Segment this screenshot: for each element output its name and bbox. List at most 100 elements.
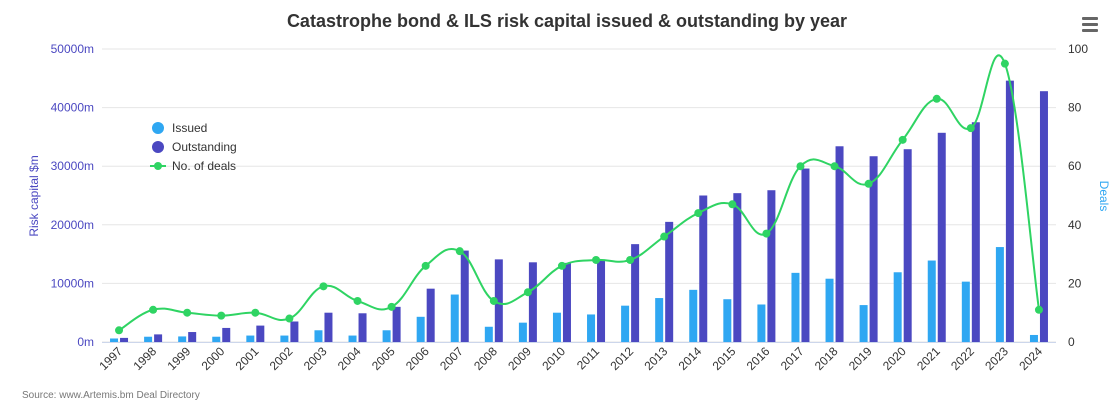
deals-point (489, 296, 498, 305)
legend-issued-marker (152, 122, 164, 134)
issued-bar (927, 260, 936, 342)
outstanding-bar (631, 244, 640, 342)
left-axis-tick-label: 40000m (51, 101, 94, 115)
x-axis-tick-label: 2015 (710, 344, 739, 373)
outstanding-bar (324, 312, 333, 342)
x-axis-tick-label: 2008 (471, 344, 500, 373)
x-axis-tick-label: 2017 (778, 344, 807, 373)
deals-point (387, 302, 396, 311)
deals-point (626, 255, 635, 264)
outstanding-bar (869, 156, 878, 342)
outstanding-bar (358, 313, 367, 342)
outstanding-bar (256, 325, 265, 342)
left-axis-tick-label: 10000m (51, 276, 94, 290)
x-axis-tick-label: 2018 (812, 344, 841, 373)
outstanding-bar (903, 149, 912, 342)
left-axis-tick-label: 30000m (51, 159, 94, 173)
outstanding-bar (222, 327, 231, 342)
issued-bars (110, 247, 1038, 342)
issued-bar (246, 335, 255, 342)
hamburger-menu-icon[interactable] (1079, 14, 1101, 36)
x-axis-tick-label: 2016 (744, 344, 773, 373)
outstanding-bar (699, 195, 708, 342)
x-axis-tick-label: 2010 (539, 344, 568, 373)
deals-point (183, 308, 192, 317)
outstanding-bar (971, 122, 980, 342)
issued-bar (893, 272, 902, 342)
outstanding-bar (562, 262, 571, 342)
x-axis-tick-label: 1998 (130, 344, 159, 373)
outstanding-bar (1039, 91, 1048, 342)
deals-point (796, 162, 805, 171)
deals-line-series (115, 54, 1043, 335)
deals-point (660, 232, 669, 241)
legend-deals-label: No. of deals (172, 159, 236, 173)
x-axis-tick-label: 2021 (914, 344, 943, 373)
issued-bar (212, 336, 221, 342)
deals-line (118, 54, 1040, 332)
x-axis-tick-label: 2000 (199, 344, 228, 373)
deals-point (864, 179, 873, 188)
deals-point (353, 296, 362, 305)
right-axis-tick-label: 20 (1068, 276, 1082, 290)
outstanding-bar (937, 132, 946, 342)
left-axis-tick-label: 50000m (51, 42, 94, 56)
issued-bar (689, 289, 698, 342)
legend: Issued Outstanding No. of deals (150, 121, 237, 173)
outstanding-bar (665, 221, 674, 342)
issued-bar (825, 278, 834, 342)
deals-point (1000, 59, 1009, 68)
deals-point (421, 261, 430, 270)
outstanding-bar (188, 332, 197, 342)
issued-bar (859, 305, 868, 342)
x-axis-tick-label: 2006 (403, 344, 432, 373)
x-axis-tick-label: 2003 (301, 344, 330, 373)
chart-title: Catastrophe bond & ILS risk capital issu… (287, 11, 847, 31)
issued-bar (723, 299, 732, 342)
deals-point (217, 311, 226, 320)
legend-outstanding-marker (152, 141, 164, 153)
x-axis-tick-label: 2020 (880, 344, 909, 373)
left-axis-tick-label: 20000m (51, 218, 94, 232)
outstanding-bar (120, 337, 129, 342)
issued-bar (518, 322, 527, 342)
x-axis-tick-label: 2013 (642, 344, 671, 373)
deals-point (966, 124, 975, 133)
x-axis-tick-label: 2005 (369, 344, 398, 373)
deals-point (694, 209, 703, 218)
issued-bar (484, 326, 493, 342)
right-axis-tick-label: 60 (1068, 159, 1082, 173)
outstanding-bar (767, 190, 776, 342)
legend-outstanding-label: Outstanding (172, 140, 237, 154)
outstanding-bar (392, 306, 401, 342)
x-axis-tick-label: 2023 (982, 344, 1011, 373)
outstanding-bar (154, 334, 163, 342)
outstanding-bar (1005, 80, 1014, 343)
outstanding-bar (460, 250, 469, 342)
outstanding-bar (494, 259, 503, 342)
deals-point (523, 288, 532, 297)
deals-point (932, 94, 941, 103)
right-axis-tick-label: 0 (1068, 335, 1075, 349)
deals-point (898, 135, 907, 144)
deals-point (319, 282, 328, 291)
source-credit: Source: www.Artemis.bm Deal Directory (22, 390, 200, 401)
issued-bar (1029, 334, 1038, 342)
deals-point (1034, 305, 1043, 314)
x-axis-tick-label: 2012 (607, 344, 636, 373)
x-axis-tick-label: 2022 (948, 344, 977, 373)
issued-bar (144, 336, 153, 342)
issued-bar (995, 247, 1004, 342)
right-axis-tick-label: 40 (1068, 218, 1082, 232)
issued-bar (348, 335, 357, 342)
x-axis-tick-label: 2007 (437, 344, 466, 373)
legend-issued-label: Issued (172, 121, 207, 135)
issued-bar (314, 330, 323, 342)
x-axis-tick-label: 2019 (846, 344, 875, 373)
outstanding-bar (290, 321, 299, 342)
gridlines (102, 48, 1056, 343)
issued-bar (450, 294, 459, 342)
x-axis-tick-label: 2014 (676, 344, 705, 373)
outstanding-bars (120, 80, 1048, 343)
